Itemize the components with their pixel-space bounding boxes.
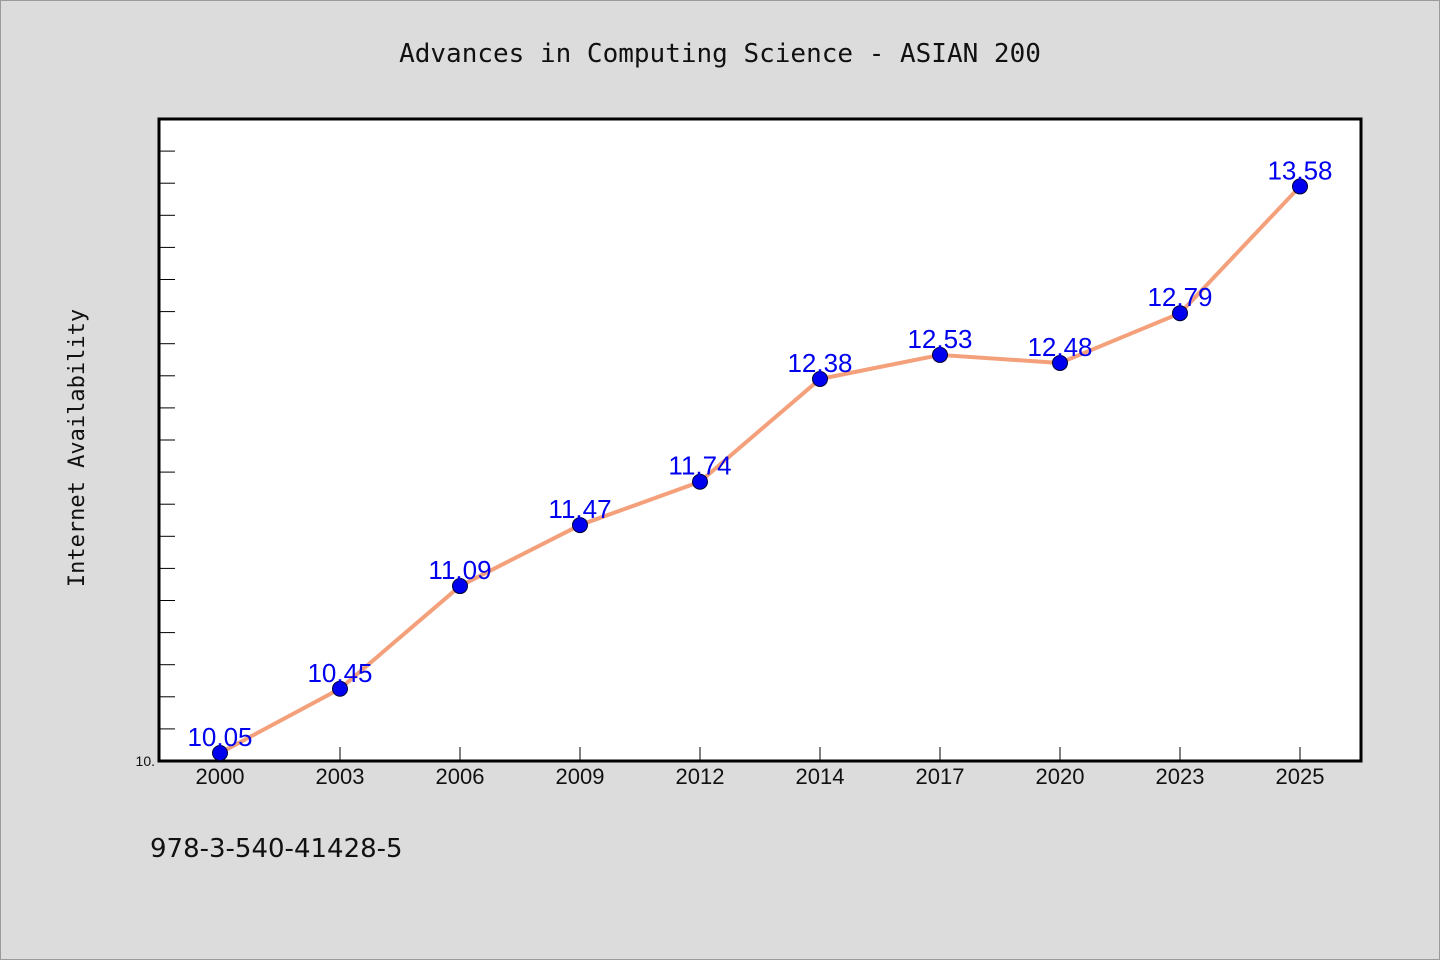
data-label: 12.38 (787, 348, 852, 378)
x-tick-label: 2023 (1156, 764, 1205, 789)
x-tick-label: 2014 (796, 764, 845, 789)
x-tick-label: 2017 (916, 764, 965, 789)
data-point (1172, 305, 1188, 322)
x-tick-label: 2020 (1036, 764, 1085, 789)
data-label: 12.53 (907, 324, 972, 354)
x-axis-ticks: 2000 2003 2006 2009 2012 2014 2017 2020 2023 2025 (196, 747, 1325, 789)
data-point (692, 473, 708, 490)
data-label: 12.48 (1027, 332, 1092, 362)
data-point (212, 744, 228, 761)
x-tick-label: 2006 (436, 764, 485, 789)
series-line (219, 185, 1302, 755)
data-label: 11.74 (668, 451, 731, 481)
data-point (572, 517, 588, 534)
chart-title: Advances in Computing Science - ASIAN 20… (399, 39, 1041, 69)
data-point (932, 346, 948, 363)
x-tick-label: 2003 (316, 764, 365, 789)
data-label: 12.79 (1147, 282, 1212, 312)
isbn-footnote: 978-3-540-41428-5 (150, 834, 403, 864)
x-tick-label: 2000 (196, 764, 245, 789)
y-axis-label: Internet Availability (65, 309, 90, 587)
data-label: 11.47 (548, 494, 611, 524)
data-point (1292, 178, 1308, 195)
data-label: 13.58 (1267, 155, 1332, 185)
x-tick-label: 2009 (556, 764, 605, 789)
data-label: 11.09 (428, 555, 491, 585)
data-point (1052, 354, 1068, 371)
plot-area (157, 117, 1363, 763)
x-tick-label: 2025 (1276, 764, 1325, 789)
data-labels: 10.05 10.45 11.09 11.47 11.74 12.38 12.53 12.48… (187, 155, 1332, 752)
series-line-group (219, 185, 1302, 755)
data-label: 10.05 (187, 722, 252, 752)
data-markers (212, 178, 1308, 761)
data-point (812, 371, 828, 388)
data-point (332, 680, 348, 697)
data-label: 10.45 (307, 658, 372, 688)
y-tick-label: 10. (136, 753, 155, 769)
y-axis-ticks: 10. (136, 118, 175, 769)
data-point (452, 578, 468, 595)
x-tick-label: 2012 (676, 764, 725, 789)
